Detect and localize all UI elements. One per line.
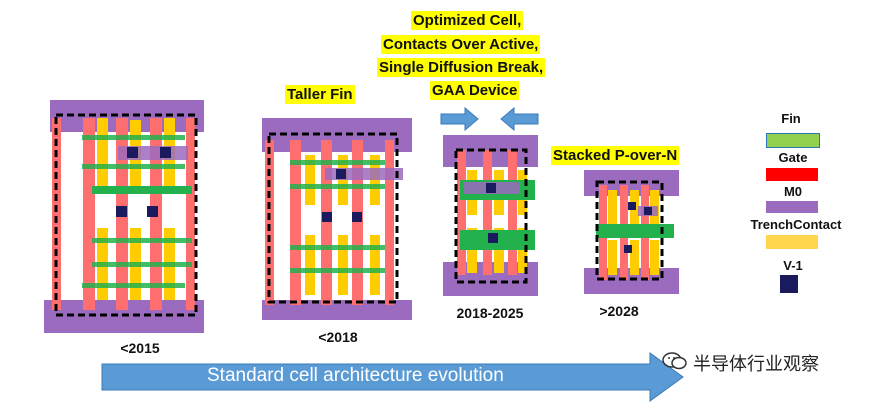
legend-m0-label: M0 — [783, 184, 803, 199]
caption-2018: <2018 — [318, 329, 358, 345]
heading-optimized-line2: Contacts Over Active, — [381, 35, 541, 54]
caption-2018-2025: 2018-2025 — [456, 305, 524, 321]
heading-optimized-line1: Optimized Cell, — [411, 11, 524, 30]
legend-gate-label: Gate — [778, 150, 808, 165]
legend-trench-swatch — [766, 235, 818, 249]
legend-fin-swatch — [766, 133, 820, 148]
legend-v1-swatch — [780, 275, 798, 293]
cell-2018-2025 — [443, 135, 538, 296]
timeline-label: Standard cell architecture evolution — [207, 365, 504, 386]
wechat-icon — [662, 351, 688, 371]
legend-v1-label: V-1 — [783, 258, 803, 273]
heading-taller-fin: Taller Fin — [285, 85, 355, 104]
cell-2015 — [44, 100, 204, 333]
legend-trench-label: TrenchContact — [750, 217, 842, 232]
cell-2028 — [584, 170, 679, 294]
caption-2015: <2015 — [120, 340, 160, 356]
watermark-text: 半导体行业观察 — [693, 354, 819, 375]
heading-stacked: Stacked P-over-N — [551, 146, 680, 165]
heading-optimized-line3: Single Diffusion Break, — [377, 58, 546, 77]
cell-2018 — [262, 118, 412, 320]
caption-2028: >2028 — [599, 303, 639, 319]
converging-arrows — [440, 106, 539, 132]
legend-fin-label: Fin — [781, 111, 801, 126]
legend-m0-swatch — [766, 201, 818, 213]
legend-gate-swatch — [766, 168, 818, 181]
timeline-arrow — [101, 352, 684, 402]
heading-optimized-line4: GAA Device — [430, 81, 520, 100]
